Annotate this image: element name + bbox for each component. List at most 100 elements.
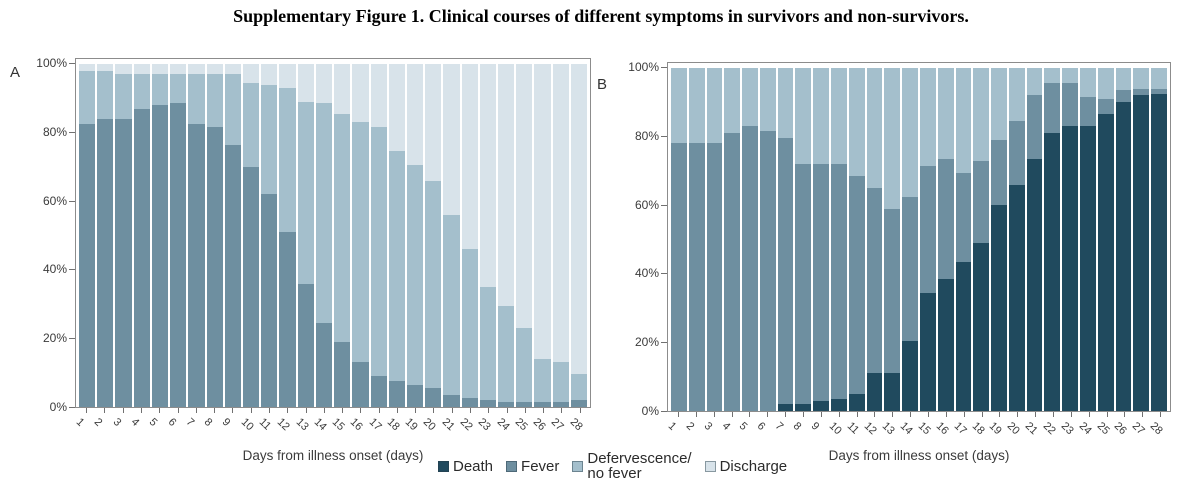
x-label-cell: 26 [1112, 418, 1132, 444]
x-tick-mark [910, 412, 912, 417]
y-tick-label: 80% [42, 124, 67, 139]
x-tick-mark [287, 408, 289, 413]
bar-segment-defervescence [1133, 68, 1150, 89]
bar-segment-fever [955, 172, 972, 262]
x-tick-mark [506, 408, 508, 413]
y-tick-mark [69, 269, 75, 271]
y-axis-labels: 100% 80% 60% 40% 20% 0% [19, 56, 67, 414]
x-tick-label: 19 [402, 416, 421, 434]
bar-segment-fever [671, 143, 687, 411]
y-tick-mark [661, 273, 667, 275]
x-tick-label: 26 [530, 416, 548, 434]
x-tick-mark [579, 408, 581, 413]
bar-segment-defervescence [759, 68, 776, 132]
bar-day-10 [242, 64, 260, 407]
x-label-cell: 13 [880, 418, 900, 444]
bar-segment-fever [795, 164, 812, 405]
bar-segment-defervescence [516, 328, 533, 402]
bar-segment-fever [1079, 97, 1096, 127]
y-tick-mark [661, 135, 667, 137]
x-tick-cell [96, 408, 112, 413]
bar-day-11 [261, 64, 278, 407]
x-label-cell: 6 [165, 414, 185, 440]
x-label-cell: 14 [311, 414, 332, 440]
y-tick-label: 60% [42, 193, 67, 208]
bar-segment-defervescence [884, 68, 901, 209]
bar-segment-fever [742, 126, 758, 411]
bar-day-2 [688, 68, 705, 411]
legend: Death Fever Defervescence/ no fever Dischar… [438, 451, 787, 481]
bar-segment-defervescence [955, 68, 972, 173]
bar-segment-discharge [461, 64, 478, 250]
x-tick-marks [78, 408, 588, 413]
bar-segment-fever [688, 143, 705, 411]
x-tick-cell [688, 412, 704, 417]
panel-b-label: B [597, 76, 608, 93]
bar-segment-fever [1097, 98, 1114, 115]
bar-segment-death [866, 373, 883, 411]
bar-segment-defervescence [1008, 68, 1025, 122]
x-label-cell: 3 [701, 418, 722, 444]
x-tick-cell [224, 408, 240, 413]
x-label-cell: 28 [1148, 418, 1168, 444]
bar-segment-discharge [479, 64, 497, 287]
x-tick-cell [849, 412, 865, 417]
x-tick-mark [1142, 412, 1144, 417]
x-tick-mark [122, 408, 124, 413]
y-tick-mark [661, 67, 667, 68]
x-label-cell: 11 [844, 418, 865, 444]
x-tick-label: 12 [274, 416, 293, 434]
bar-segment-defervescence [498, 305, 515, 402]
x-tick-label: 1 [665, 420, 679, 433]
legend-label: Fever [521, 457, 560, 475]
bar-segment-fever [1133, 88, 1150, 96]
bar-segment-fever [224, 144, 241, 407]
x-tick-mark [543, 408, 545, 413]
x-tick-cell [352, 408, 368, 413]
x-tick-cell [407, 408, 423, 413]
bar-segment-discharge [188, 64, 205, 75]
bar-day-22 [461, 64, 478, 407]
bar-day-24 [1079, 68, 1096, 411]
x-label-cell: 28 [567, 414, 588, 440]
x-tick-cell [991, 412, 1007, 417]
x-tick-label: 18 [969, 420, 987, 438]
legend-label: Death [453, 457, 494, 475]
x-tick-label: 13 [879, 420, 898, 438]
bar-day-9 [813, 68, 830, 411]
x-label-cell: 19 [987, 418, 1007, 444]
bar-day-23 [1062, 68, 1078, 411]
x-tick-mark [874, 412, 876, 417]
x-tick-mark [1106, 412, 1108, 417]
bar-segment-death [991, 205, 1007, 411]
bar-segment-death [884, 373, 901, 411]
x-tick-cell [1116, 412, 1132, 417]
x-tick-cell [389, 408, 405, 413]
x-label-cell: 27 [1130, 418, 1150, 444]
x-label-cell: 22 [458, 414, 478, 440]
bar-day-1 [671, 68, 687, 411]
bar-segment-fever [884, 208, 901, 374]
x-label-cell: 15 [330, 414, 350, 440]
x-label-cell: 1 [666, 418, 686, 444]
x-tick-mark [360, 408, 362, 413]
figure-title: Supplementary Figure 1. Clinical courses… [233, 6, 969, 26]
bar-segment-discharge [206, 64, 223, 75]
x-tick-cell [759, 412, 775, 417]
x-tick-mark [86, 408, 88, 413]
bar-segment-defervescence [79, 70, 96, 125]
bar-segment-defervescence [315, 103, 333, 323]
bar-segment-fever [170, 103, 187, 407]
x-tick-mark [892, 412, 894, 417]
x-label-cell: 10 [826, 418, 847, 444]
bar-day-7 [777, 68, 794, 411]
panel-b-plot [667, 62, 1171, 412]
x-tick-cell [938, 412, 954, 417]
bar-segment-fever [279, 232, 296, 407]
bar-segment-death [1008, 184, 1025, 411]
bar-segment-discharge [115, 64, 132, 75]
x-tick-mark [981, 412, 983, 417]
x-tick-label: 15 [915, 420, 933, 438]
bar-segment-discharge [352, 64, 369, 123]
x-tick-cell [777, 412, 793, 417]
